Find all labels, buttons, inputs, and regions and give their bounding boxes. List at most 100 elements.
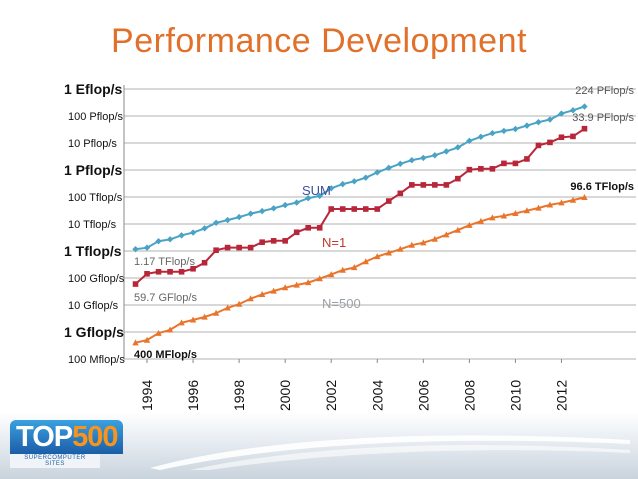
y-tick-label: 100 Gflop/s [68,273,125,285]
data-point [212,219,220,226]
data-point [224,216,231,224]
y-tick-label: 1 Tflop/s [64,243,122,259]
data-point [132,281,139,287]
data-point [351,206,358,212]
decorative-swoosh [150,435,630,470]
series-labels: SUM N=1 N=500 [302,183,361,311]
data-point [558,199,565,206]
data-point [190,265,196,272]
data-point [466,137,473,145]
data-point [328,271,335,278]
performance-chart: 1 Eflop/s 100 Pflop/s 10 Pflop/s 1 Pflop/s 1… [64,81,636,411]
data-point [443,182,450,188]
data-point [570,133,576,140]
data-point [408,157,416,164]
data-point [535,118,542,126]
data-point [420,154,427,162]
data-point [155,329,162,336]
logo-tagline: SUPERCOMPUTER SITES [10,454,100,468]
y-tick-label: 10 Pflop/s [68,138,117,150]
data-point [259,239,265,245]
annotation-n500-end: 96.6 TFlop/s [570,181,634,193]
data-point [293,281,300,288]
annotation-sum-start: 1.17 TFlop/s [134,256,195,268]
data-point [432,182,438,188]
x-tick-label: 2002 [323,380,339,411]
data-point [328,206,335,212]
series-line-n500 [135,196,585,344]
data-point [546,116,554,123]
data-point [409,182,415,188]
y-tick-label: 100 Pflop/s [68,111,124,123]
data-point [501,160,507,167]
data-point [258,207,266,215]
data-point [155,268,162,275]
x-tick-label: 2010 [507,380,523,411]
annotation-sum-end: 224 PFlop/s [575,85,634,97]
data-point [282,238,288,244]
data-point [569,196,577,203]
data-point [512,125,519,133]
data-point [143,244,151,251]
annotation-n1-start: 59.7 GFlop/s [134,292,197,304]
data-point [167,268,173,275]
x-tick-label: 1998 [231,380,247,411]
data-point [385,198,392,204]
data-point [385,164,392,172]
top500-logo[interactable]: TOP500 SUPERCOMPUTER SITES [10,420,124,470]
series-layer [132,103,588,346]
data-point [212,309,220,316]
data-point [144,271,150,277]
data-point [328,185,335,192]
data-point [236,244,242,251]
data-point [581,125,588,132]
data-point [362,206,369,212]
x-tick-label: 1994 [139,380,155,411]
data-point [316,192,323,200]
data-point [397,190,404,197]
data-point [178,319,185,326]
data-point [489,130,496,137]
data-point [454,144,462,151]
data-point [339,206,346,212]
data-point [235,300,243,307]
data-point [258,290,266,297]
data-point [270,287,277,294]
x-tick-label: 2008 [461,380,477,411]
data-point [500,127,508,135]
data-point [454,226,462,233]
data-point [443,231,450,238]
data-point [235,213,243,221]
data-point [201,313,208,320]
data-point [374,206,381,212]
x-tick-label: 2012 [553,380,569,411]
data-point [397,160,404,167]
data-point [523,122,531,129]
data-point [224,304,231,311]
data-point [213,247,219,254]
data-point [281,284,289,291]
x-tick-label: 2000 [277,380,293,411]
data-point [478,166,484,172]
data-point [558,134,565,141]
data-point [351,264,358,271]
data-point [466,166,473,173]
data-point [189,316,197,323]
data-point [351,178,358,185]
y-tick-label: 1 Pflop/s [64,162,123,178]
data-point [293,229,300,236]
x-tick-label: 2006 [415,380,431,411]
x-axis: 1994 1996 1998 2000 2002 2004 2006 2008 2010 2012 [139,359,569,411]
y-tick-label: 1 Gflop/s [64,324,124,340]
data-point [247,210,254,217]
data-point [189,229,197,236]
data-point [316,225,323,231]
data-point [374,253,381,260]
y-tick-label: 1 Eflop/s [64,81,123,97]
y-axis: 1 Eflop/s 100 Pflop/s 10 Pflop/s 1 Pflop/s 1… [64,81,125,366]
data-point [339,180,346,188]
data-point [143,336,151,343]
data-point [408,241,416,248]
data-point [178,268,185,275]
data-point [132,339,139,346]
